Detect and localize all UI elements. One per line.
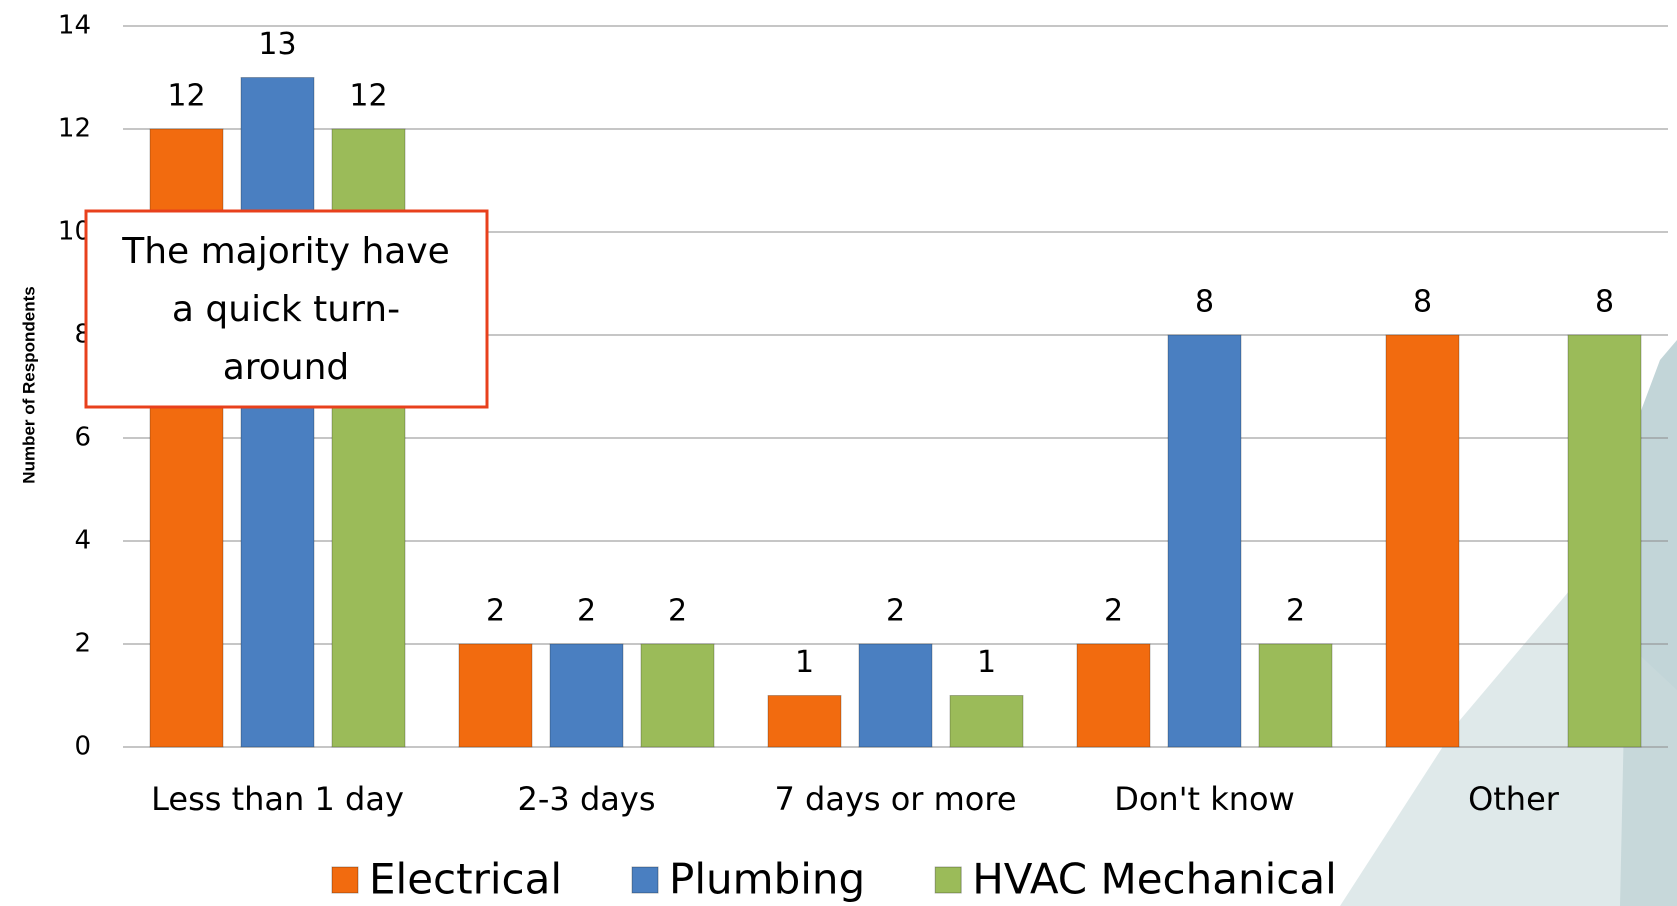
data-label: 12: [167, 79, 205, 114]
x-tick-label: 7 days or more: [774, 780, 1016, 818]
legend-swatch: [331, 866, 359, 894]
annotation-text: a quick turn-: [172, 289, 400, 330]
legend-swatch: [631, 866, 659, 894]
y-tick-label: 2: [74, 629, 91, 659]
bar: [640, 643, 715, 748]
bar: [240, 77, 315, 748]
bar: [949, 695, 1024, 748]
bar: [767, 695, 842, 748]
y-tick-label: 6: [74, 423, 91, 453]
y-tick-label: 12: [58, 114, 91, 144]
x-tick-label: Less than 1 day: [151, 780, 404, 818]
data-label: 1: [977, 645, 996, 680]
data-label: 8: [1595, 285, 1614, 320]
legend-label: HVAC Mechanical: [972, 855, 1337, 904]
annotation-text: around: [223, 347, 350, 388]
y-tick-label: 0: [74, 732, 91, 762]
y-tick-label: 14: [58, 11, 91, 41]
data-label: 2: [886, 594, 905, 629]
y-axis-title: Number of Respondents: [19, 286, 38, 483]
annotation-box: [84, 209, 489, 409]
data-label: 13: [258, 27, 296, 62]
data-label: 1: [795, 645, 814, 680]
data-label: 8: [1413, 285, 1432, 320]
bar: [858, 643, 933, 748]
x-tick-label: Other: [1468, 780, 1560, 818]
bar: [1258, 643, 1333, 748]
bar: [1385, 334, 1460, 748]
legend-swatch: [934, 866, 962, 894]
data-label: 2: [1104, 594, 1123, 629]
bar: [1167, 334, 1242, 748]
x-tick-label: Don't know: [1114, 780, 1295, 818]
data-label: 12: [349, 79, 387, 114]
bar: [1076, 643, 1151, 748]
bar: [458, 643, 533, 748]
x-tick-label: 2-3 days: [518, 780, 656, 818]
bar: [1567, 334, 1642, 748]
data-label: 2: [577, 594, 596, 629]
legend-label: Electrical: [369, 855, 562, 904]
legend-label: Plumbing: [669, 855, 865, 904]
y-tick-label: 4: [74, 526, 91, 556]
data-label: 2: [1286, 594, 1305, 629]
bar: [549, 643, 624, 748]
data-label: 8: [1195, 285, 1214, 320]
data-label: 2: [668, 594, 687, 629]
data-label: 2: [486, 594, 505, 629]
annotation-text: The majority have: [121, 231, 450, 272]
